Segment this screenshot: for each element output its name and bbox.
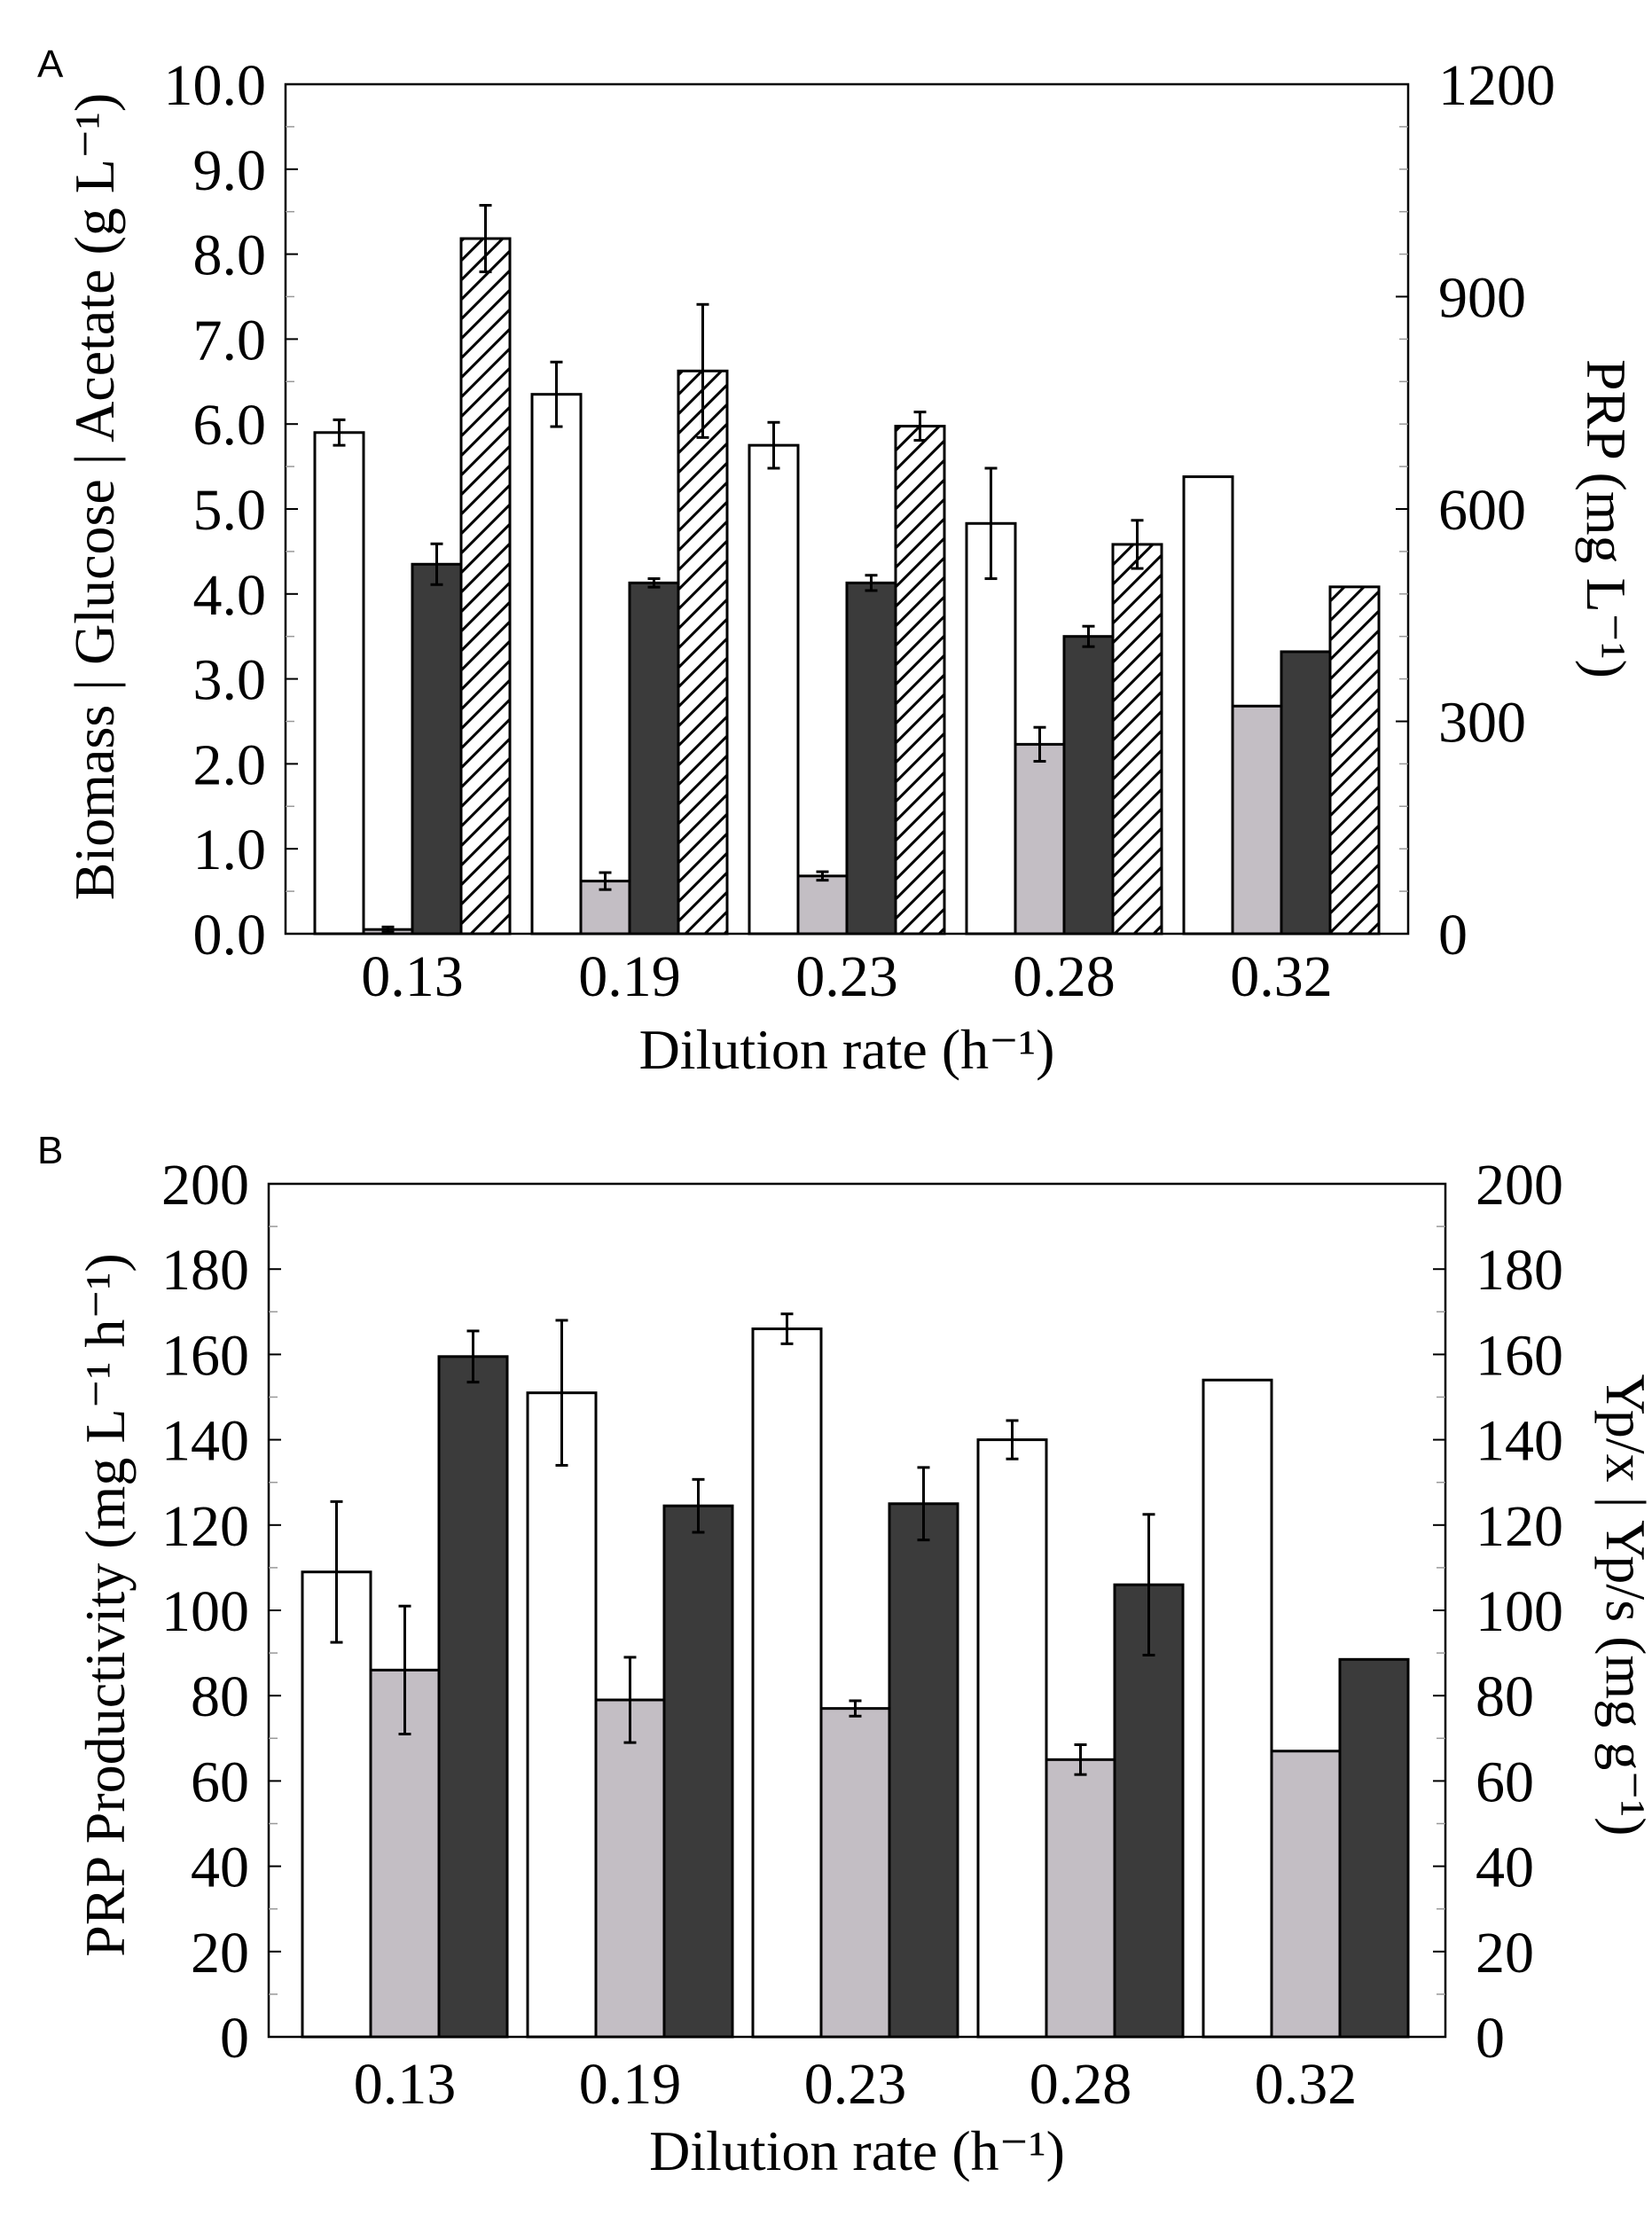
panel-b-left-tick-label: 140 — [161, 1409, 249, 1474]
panel-b-right-tick-label: 140 — [1476, 1409, 1563, 1474]
panel-a-category-label: 0.19 — [578, 944, 681, 1009]
panel-b-left-tick-label: 20 — [191, 1921, 249, 1985]
panel-a-bar-prp — [459, 237, 512, 936]
panel-b-bar-yp-x — [594, 1698, 666, 2039]
panel-a-left-tick-label: 4.0 — [193, 563, 267, 628]
panel-a-bar-acetate — [845, 581, 897, 936]
panel-b-right-tick-label: 60 — [1476, 1750, 1534, 1814]
panel-b-bar-yp-s — [1113, 1583, 1185, 2039]
panel-b-bar-yp-x — [1270, 1750, 1342, 2039]
panel-a-bar-acetate — [411, 562, 463, 936]
panel-b-category-label: 0.32 — [1255, 2052, 1358, 2117]
panel-a-right-tick-label: 300 — [1438, 691, 1526, 756]
panel-a-left-tick-label: 1.0 — [193, 818, 267, 882]
panel-a-right-tick-label: 1200 — [1438, 53, 1555, 118]
panel-b-right-tick-label: 40 — [1476, 1836, 1534, 1900]
panel-a-right-tick-label: 600 — [1438, 478, 1526, 543]
panel-a-bar-biomass — [313, 431, 365, 936]
panel-b-right-tick-label: 120 — [1476, 1494, 1563, 1559]
panel-a-bar-glucose — [1014, 742, 1066, 936]
panel-a-category-label: 0.23 — [795, 944, 898, 1009]
panel-b-bar-yp-x — [1045, 1758, 1116, 2039]
panel-b-category-label: 0.13 — [354, 2052, 457, 2117]
panel-b-bar-prp-productivity — [526, 1391, 598, 2039]
panel-b-bar-yp-x — [819, 1707, 891, 2039]
panel-b-bar-prp-productivity — [1202, 1378, 1273, 2039]
panel-a-left-tick-label: 6.0 — [193, 393, 267, 458]
panel-letter-a: A — [37, 43, 64, 86]
panel-a-left-tick-label: 7.0 — [193, 308, 267, 372]
panel-a-bar-acetate — [1062, 635, 1115, 936]
panel-b-right-tick-label: 100 — [1476, 1579, 1563, 1644]
panel-b-right-tick-label: 20 — [1476, 1921, 1534, 1985]
panel-b-bar-prp-productivity — [976, 1438, 1048, 2039]
panel-b-left-tick-label: 160 — [161, 1323, 249, 1388]
panel-a-left-tick-label: 3.0 — [193, 648, 267, 713]
panel-a-left-tick-label: 0.0 — [193, 903, 267, 967]
panel-a-category-label: 0.13 — [361, 944, 464, 1009]
panel-b-y-axis-title-right: Yp/x | Yp/s (mg g⁻¹) — [1594, 1374, 1652, 1836]
panel-a-bar-glucose — [796, 874, 849, 936]
panel-a-bar-glucose — [1231, 704, 1283, 936]
chart-panel-b: 0 20 40 60 80 100 120 140 160 180 200 0 20 40 60 80 100 1… — [74, 1153, 1652, 2182]
panel-b-left-tick-label: 80 — [191, 1664, 249, 1729]
panel-a-right-tick-label: 0 — [1438, 903, 1468, 967]
panel-a-category-label: 0.28 — [1013, 944, 1116, 1009]
panel-b-left-tick-label: 40 — [191, 1836, 249, 1900]
panel-b-left-tick-label: 180 — [161, 1238, 249, 1303]
panel-b-left-tick-label: 100 — [161, 1579, 249, 1644]
panel-b-y-axis-title-left: PRP Productivity (mg L⁻¹ h⁻¹) — [74, 1253, 137, 1956]
panel-b-left-tick-label: 200 — [161, 1153, 249, 1218]
panel-a-left-tick-label: 8.0 — [193, 223, 267, 288]
panel-b-category-label: 0.23 — [804, 2052, 907, 2117]
panel-b-right-tick-label: 200 — [1476, 1153, 1563, 1218]
panel-b-left-tick-label: 0 — [220, 2006, 249, 2071]
panel-a-right-tick-label: 900 — [1438, 266, 1526, 331]
panel-a-bar-prp — [894, 425, 946, 936]
panel-a-x-axis-title: Dilution rate (h⁻¹) — [639, 1018, 1055, 1081]
panel-b-x-axis-title: Dilution rate (h⁻¹) — [649, 2119, 1065, 2182]
panel-b-bar-yp-s — [888, 1502, 959, 2039]
panel-b-right-tick-label: 0 — [1476, 2006, 1505, 2071]
panel-a-left-tick-label: 2.0 — [193, 732, 267, 797]
panel-a-y-axis-title-left: Biomass | Glucose | Acetate (g L⁻¹) — [63, 93, 126, 900]
panel-b-bar-yp-s — [1338, 1657, 1410, 2039]
panel-a-y-axis-title-right: PRP (mg L⁻¹) — [1575, 359, 1638, 678]
panel-a-bar-acetate — [1280, 650, 1332, 936]
panel-a-bar-prp — [1111, 543, 1163, 936]
panel-b-bar-yp-s — [662, 1504, 734, 2039]
panel-a-bar-biomass — [965, 521, 1017, 936]
panel-a-bar-prp — [1328, 585, 1381, 936]
panel-b-bar-yp-s — [437, 1355, 509, 2039]
panel-b-right-tick-label: 180 — [1476, 1238, 1563, 1303]
panel-a-bar-biomass — [1182, 475, 1234, 936]
panel-b-category-label: 0.28 — [1030, 2052, 1132, 2117]
panel-a-left-tick-label: 5.0 — [193, 478, 267, 543]
panel-a-bar-acetate — [628, 581, 680, 936]
chart-panel-a: 0.0 1.0 2.0 3.0 4.0 5.0 6.0 7.0 8.0 9.0 10.0 0 300 60… — [63, 53, 1638, 1081]
panel-a-bar-prp — [677, 369, 729, 936]
panel-a-left-tick-label: 9.0 — [193, 138, 267, 203]
panel-b-right-tick-label: 80 — [1476, 1664, 1534, 1729]
panel-letter-b: B — [37, 1129, 63, 1172]
panel-a-bar-biomass — [530, 393, 583, 936]
panel-b-left-tick-label: 60 — [191, 1750, 249, 1814]
panel-b-bar-prp-productivity — [751, 1327, 823, 2039]
panel-b-category-label: 0.19 — [579, 2052, 682, 2117]
panel-a-bar-biomass — [748, 443, 800, 936]
panel-a-left-tick-label: 10.0 — [164, 53, 267, 118]
panel-b-left-tick-label: 120 — [161, 1494, 249, 1559]
panel-a-category-label: 0.32 — [1230, 944, 1333, 1009]
panel-b-right-tick-label: 160 — [1476, 1323, 1563, 1388]
